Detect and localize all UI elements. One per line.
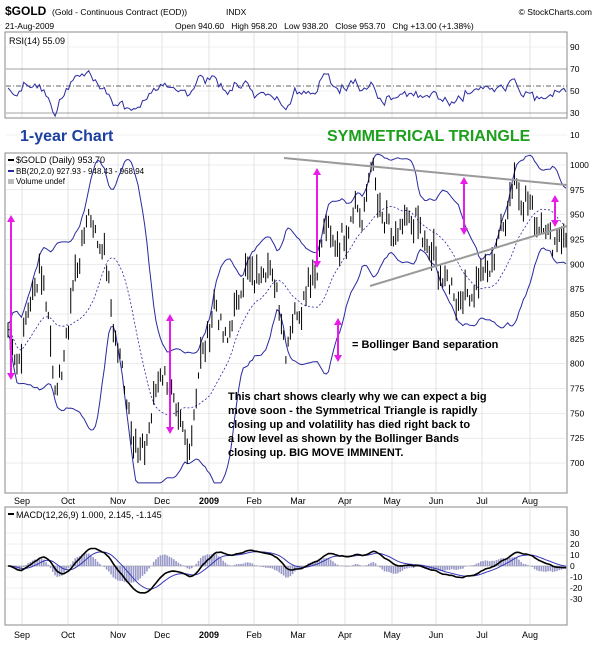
rsi-line <box>7 69 567 118</box>
price-tick-label: 875 <box>570 284 584 294</box>
bb-separation-arrows <box>7 168 559 434</box>
bb-separation-legend: = Bollinger Band separation <box>352 339 499 351</box>
price-panel <box>4 152 568 494</box>
x-tick-label: Nov <box>110 496 127 506</box>
x-tick-label: May <box>383 630 401 640</box>
macd-tick-label: -30 <box>570 594 583 604</box>
bollinger-bands <box>7 153 567 484</box>
chart-date: 21-Aug-2009 <box>5 21 54 31</box>
annotation-note: This chart shows clearly why we can expe… <box>228 391 487 459</box>
macd-tick-label: -20 <box>570 583 583 593</box>
bb-arrow-aug <box>551 195 559 227</box>
x-tick-label: 2009 <box>199 496 219 506</box>
x-tick-label: 2009 <box>199 630 219 640</box>
price-tick-label: 825 <box>570 334 584 344</box>
price-tick-label: 925 <box>570 235 584 245</box>
price-tick-label: 975 <box>570 185 584 195</box>
rsi-tick-label: 70 <box>570 64 580 74</box>
rsi-tick-label: 30 <box>570 108 580 118</box>
x-tick-label: Oct <box>61 630 76 640</box>
bb-upper-band <box>7 153 567 354</box>
chart-description: (Gold - Continuous Contract (EOD)) <box>52 7 187 17</box>
axis-ticks: 90 70 50 30 10 1000 975 950 925 900 875 850 825 800 77… <box>570 42 589 604</box>
price-tick-label: 750 <box>570 408 584 418</box>
chart-copyright: © StockCharts.com <box>519 7 592 17</box>
price-tick-label: 725 <box>570 433 584 443</box>
price-tick-label: 1000 <box>570 160 589 170</box>
price-tick-label: 950 <box>570 210 584 220</box>
annotation-line-3: closing up and volatility has died right… <box>228 419 470 431</box>
x-tick-label: Aug <box>522 496 538 506</box>
chart-label-1-year: 1-year Chart <box>20 128 114 145</box>
chart-symbol: $GOLD <box>5 4 47 18</box>
macd-tick-label: 0 <box>570 561 575 571</box>
macd-line <box>7 547 567 594</box>
x-tick-label: Feb <box>246 496 262 506</box>
x-tick-label: Sep <box>14 630 30 640</box>
x-tick-label: Jun <box>429 496 444 506</box>
bb-lower-band <box>7 247 567 484</box>
annotation-line-2: move soon - the Symmetrical Triangle is … <box>228 405 478 417</box>
macd-histogram <box>9 553 567 583</box>
x-tick-label: Mar <box>290 496 306 506</box>
pattern-label: SYMMETRICAL TRIANGLE <box>327 128 531 145</box>
rsi-legend: RSI(14) 55.09 <box>9 36 65 46</box>
rsi-tick-label: 90 <box>570 42 580 52</box>
triangle-lower-trendline <box>369 225 568 287</box>
x-tick-label: May <box>383 496 401 506</box>
x-tick-label: Jul <box>476 630 488 640</box>
rsi-panel <box>4 31 568 119</box>
triangle-upper-trendline <box>283 157 568 186</box>
x-tick-label: Apr <box>338 630 352 640</box>
price-tick-label: 775 <box>570 384 584 394</box>
chart-ohlc: Open 940.60 High 958.20 Low 938.20 Close… <box>175 21 474 31</box>
price-tick-label: 900 <box>570 259 584 269</box>
x-tick-label: Sep <box>14 496 30 506</box>
x-tick-label: Apr <box>338 496 352 506</box>
macd-tick-label: 30 <box>570 528 580 538</box>
annotation-line-5: closing up. BIG MOVE IMMINENT. <box>228 447 403 459</box>
x-tick-label: Nov <box>110 630 127 640</box>
rsi-tick-label: 50 <box>570 86 580 96</box>
price-legend: $GOLD (Daily) 953.70 <box>16 155 105 165</box>
macd-tick-label: 10 <box>570 550 580 560</box>
x-tick-label: Mar <box>290 630 306 640</box>
annotation-line-1: This chart shows clearly why we can expe… <box>228 391 487 403</box>
bb-legend: BB(20,2.0) 927.93 - 948.43 - 968.94 <box>16 167 145 176</box>
x-tick-label: Jul <box>476 496 488 506</box>
x-tick-label: Jun <box>429 630 444 640</box>
x-tick-label: Dec <box>154 630 171 640</box>
macd-tick-label: 20 <box>570 539 580 549</box>
volume-legend: Volume undef <box>16 177 66 186</box>
bb-arrow-legend <box>334 318 342 362</box>
x-tick-label: Oct <box>61 496 76 506</box>
x-axis-labels-price: Sep Oct Nov Dec 2009 Feb Mar Apr May Jun Jul Aug <box>14 496 538 506</box>
x-tick-label: Dec <box>154 496 171 506</box>
price-tick-label: 700 <box>570 458 584 468</box>
x-tick-label: Aug <box>522 630 538 640</box>
annotation-line-4: a low level as shown by the Bollinger Ba… <box>228 433 459 445</box>
x-tick-label: Feb <box>246 630 262 640</box>
chart-exchange: INDX <box>226 7 247 17</box>
rsi-tick-label: 10 <box>570 130 580 140</box>
bb-arrow-dec <box>166 314 174 434</box>
price-bars <box>7 157 567 466</box>
price-tick-label: 800 <box>570 359 584 369</box>
bb-arrow-mar <box>313 168 321 268</box>
macd-legend: MACD(12,26,9) 1.000, 2.145, -1.145 <box>16 510 162 520</box>
x-axis-labels-macd: Sep Oct Nov Dec 2009 Feb Mar Apr May Jun Jul Aug <box>14 630 538 640</box>
bb-arrow-jun <box>460 177 468 235</box>
price-tick-label: 850 <box>570 309 584 319</box>
bb-arrow-sep <box>7 215 15 380</box>
macd-tick-label: -10 <box>570 572 583 582</box>
